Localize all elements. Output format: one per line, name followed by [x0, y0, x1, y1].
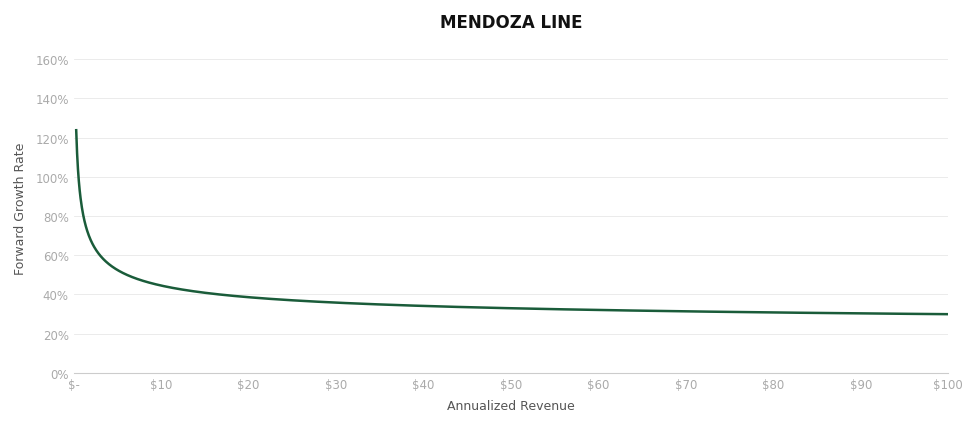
Y-axis label: Forward Growth Rate: Forward Growth Rate [14, 143, 27, 275]
Title: MENDOZA LINE: MENDOZA LINE [440, 14, 582, 32]
X-axis label: Annualized Revenue: Annualized Revenue [447, 399, 574, 412]
